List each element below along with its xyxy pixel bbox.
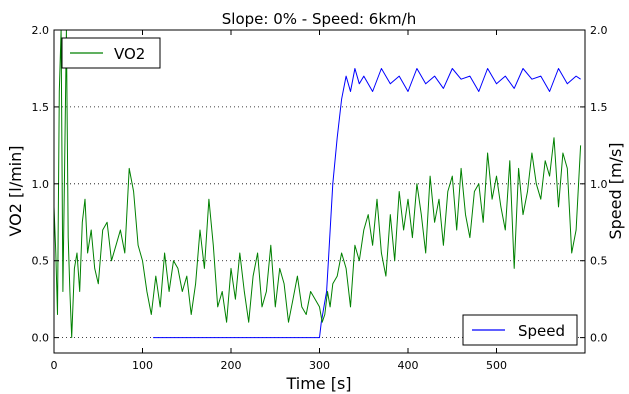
x-tick-label-0: 0 bbox=[51, 359, 58, 372]
x-axis-label: Time [s] bbox=[285, 374, 351, 393]
x-tick-label-3: 300 bbox=[309, 359, 330, 372]
legend-speed: Speed bbox=[462, 314, 578, 346]
right-axis-ticks: 0.0 0.5 1.0 1.5 2.0 bbox=[580, 24, 608, 345]
x-tick-label-5: 500 bbox=[486, 359, 507, 372]
left-tick-label-2: 1.0 bbox=[32, 178, 50, 191]
right-tick-label-1: 0.5 bbox=[590, 255, 608, 268]
x-axis-ticks: 0 100 200 300 400 500 bbox=[51, 30, 507, 372]
x-tick-label-4: 400 bbox=[398, 359, 419, 372]
left-tick-label-3: 1.5 bbox=[32, 101, 50, 114]
x-tick-label-1: 100 bbox=[132, 359, 153, 372]
chart-title: Slope: 0% - Speed: 6km/h bbox=[222, 10, 416, 28]
speed-line bbox=[153, 68, 581, 339]
vo2-series bbox=[53, 29, 582, 339]
right-axis-label: Speed [m/s] bbox=[606, 142, 625, 239]
speed-series bbox=[153, 68, 581, 339]
x-tick-label-2: 200 bbox=[221, 359, 242, 372]
right-tick-label-2: 1.0 bbox=[590, 178, 608, 191]
vo2-line bbox=[53, 29, 582, 339]
left-tick-label-1: 0.5 bbox=[32, 255, 50, 268]
legend-vo2-box bbox=[61, 37, 161, 69]
legend-vo2-label: VO2 bbox=[114, 45, 145, 63]
left-tick-label-0: 0.0 bbox=[32, 332, 50, 345]
right-tick-label-4: 2.0 bbox=[590, 24, 608, 37]
right-tick-label-0: 0.0 bbox=[590, 332, 608, 345]
legend-vo2: VO2 bbox=[61, 37, 161, 69]
right-tick-label-3: 1.5 bbox=[590, 101, 608, 114]
left-axis-label: VO2 [l/min] bbox=[6, 145, 25, 236]
left-axis-ticks: 0.0 0.5 1.0 1.5 2.0 bbox=[32, 24, 59, 345]
legend-speed-label: Speed bbox=[518, 322, 565, 340]
left-tick-label-4: 2.0 bbox=[32, 24, 50, 37]
